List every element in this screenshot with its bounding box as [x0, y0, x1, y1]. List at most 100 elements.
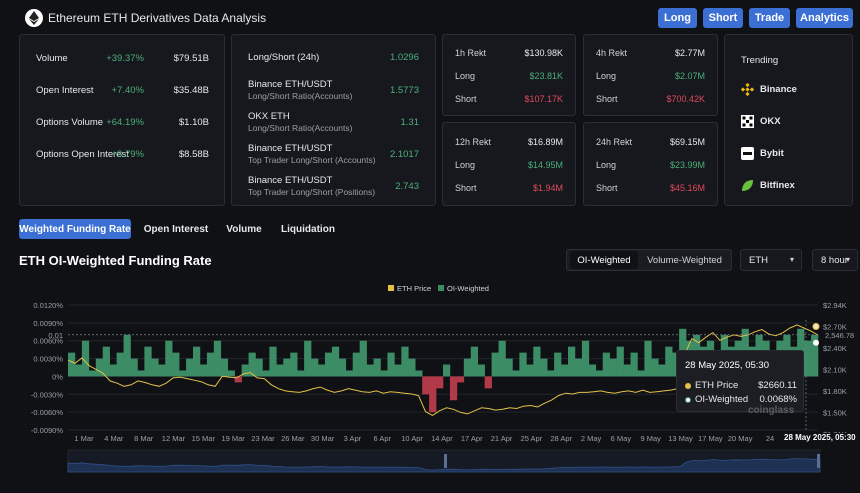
- rekt-short-value: $45.16M: [669, 183, 705, 193]
- rekt-period: 12h Rekt: [455, 137, 492, 147]
- funding-rate-bar: [449, 376, 458, 401]
- x-axis-tick: 21 Apr: [491, 434, 513, 443]
- funding-rate-bar: [193, 346, 201, 377]
- ethereum-logo-icon: [25, 9, 43, 27]
- long-short-value: 1.0296: [389, 52, 419, 63]
- tooltip-price-row: ETH Price $2660.11: [685, 380, 797, 392]
- summary-value: $35.48B: [173, 85, 209, 96]
- x-axis-tick: 6 Apr: [374, 434, 392, 443]
- rekt-card-1h: 1h Rekt $130.98K Long $23.81K Short $107.17…: [442, 34, 576, 116]
- navigator-handle-right: [817, 454, 820, 468]
- rate-marker: [813, 339, 819, 346]
- y-right-tick: $1.80K: [823, 387, 847, 396]
- rekt-long-label: Long: [596, 160, 617, 170]
- funding-rate-bar: [109, 364, 117, 377]
- funding-rate-bar: [547, 370, 555, 377]
- y-right-tick: $1.50K: [823, 409, 847, 418]
- weighting-toggle: OI-Weighted Volume-Weighted: [566, 249, 732, 271]
- tab-open-interest[interactable]: Open Interest: [143, 223, 209, 235]
- funding-rate-bar: [338, 358, 347, 377]
- long-short-item: OKX ETH Long/Short Ratio(Accounts) 1.31: [248, 111, 419, 137]
- y-right-tick: $2.70K: [823, 323, 847, 332]
- funding-rate-bar: [276, 364, 284, 377]
- trending-label: Binance: [760, 83, 797, 95]
- bitfinex-leaf-icon: [741, 179, 754, 192]
- y-right-tick: $2.40K: [823, 344, 847, 353]
- summary-label: Volume: [36, 53, 68, 64]
- long-short-value: 1.5773: [389, 85, 419, 96]
- rekt-short-value: $1.94M: [532, 183, 563, 193]
- long-short-title: Binance ETH/USDT: [248, 79, 333, 90]
- trending-card: Trending Binance OKX Bybit Bitfinex: [724, 34, 853, 206]
- trending-item-bybit[interactable]: Bybit: [741, 145, 784, 161]
- summary-change: +3.79%: [111, 149, 145, 160]
- long-button[interactable]: Long: [658, 8, 697, 28]
- y-left-tick: -0.0060%: [31, 408, 63, 417]
- funding-rate-bar: [595, 370, 604, 377]
- x-axis-tick: 17 Apr: [461, 434, 483, 443]
- trade-button[interactable]: Trade: [749, 8, 790, 28]
- funding-rate-bar: [373, 358, 381, 377]
- tab-volume[interactable]: Volume: [226, 223, 262, 235]
- tab-liquidation[interactable]: Liquidation: [281, 223, 335, 235]
- oi-weighted-toggle[interactable]: OI-Weighted: [570, 251, 638, 269]
- x-axis-tick: 2 May: [581, 434, 602, 443]
- x-axis-tick: 28 Apr: [550, 434, 572, 443]
- chart-tooltip: 28 May 2025, 05:30 ETH Price $2660.11 OI…: [676, 350, 804, 412]
- funding-rate-bar: [283, 358, 291, 377]
- long-short-item: Long/Short (24h) 1.0296: [248, 52, 419, 78]
- funding-rate-bar: [311, 358, 319, 377]
- interval-select-value: 8 hour: [821, 255, 848, 266]
- x-axis-tick: 9 May: [640, 434, 661, 443]
- analytics-button[interactable]: Analytics: [796, 8, 853, 28]
- funding-rate-bar: [151, 358, 159, 377]
- long-short-title: Binance ETH/USDT: [248, 143, 333, 154]
- x-axis-current-label: 28 May 2025, 05:30: [782, 433, 858, 442]
- long-short-subtitle: Long/Short Ratio(Accounts): [248, 123, 353, 133]
- trending-item-binance[interactable]: Binance: [741, 81, 797, 97]
- funding-rate-bar: [137, 370, 145, 377]
- funding-rate-chart[interactable]: ETH Price OI-Weighted 0.0120% 0.0090% 0.006…: [0, 280, 860, 493]
- tab-weighted-funding-rate[interactable]: Weighted Funding Rate: [19, 219, 131, 239]
- rekt-short-label: Short: [455, 94, 477, 104]
- funding-rate-bar: [415, 370, 423, 377]
- rekt-long-label: Long: [455, 160, 476, 170]
- tooltip-price-value: $2660.11: [758, 380, 797, 391]
- funding-rate-bar: [213, 340, 222, 377]
- x-axis-tick: 15 Mar: [192, 434, 216, 443]
- trending-item-okx[interactable]: OKX: [741, 113, 781, 129]
- long-short-value: 2.743: [395, 181, 419, 192]
- funding-rate-bar: [234, 376, 242, 383]
- funding-rate-bar: [811, 334, 819, 377]
- legend-rate-swatch: [438, 285, 444, 291]
- binance-icon: [741, 82, 754, 96]
- short-button[interactable]: Short: [703, 8, 743, 28]
- tooltip-rate-value: 0.0068%: [759, 394, 797, 405]
- funding-rate-bar: [165, 340, 173, 377]
- rekt-total: $2.77M: [674, 48, 705, 58]
- funding-rate-bar: [554, 352, 562, 377]
- trending-heading: Trending: [741, 55, 779, 66]
- volume-weighted-toggle[interactable]: Volume-Weighted: [647, 254, 722, 266]
- summary-row: Options Volume +64.19% $1.10B: [20, 117, 224, 133]
- funding-rate-bar: [394, 364, 402, 377]
- funding-rate-bar: [484, 376, 492, 389]
- navigator-handle-left: [444, 454, 447, 468]
- current-price-label: 2,546.78: [825, 331, 854, 340]
- funding-rate-bar: [304, 340, 312, 377]
- navigator-area: [67, 458, 821, 473]
- funding-rate-bar: [477, 364, 485, 377]
- long-short-card: Long/Short (24h) 1.0296 Binance ETH/USDT…: [231, 34, 436, 206]
- tooltip-price-label: ETH Price: [695, 380, 739, 391]
- y-left-tick: 0%: [52, 372, 63, 381]
- coin-select[interactable]: ETH ▾: [740, 249, 802, 271]
- rekt-long-value: $2.07M: [674, 71, 705, 81]
- y-left-tick: 0.0060%: [33, 337, 63, 346]
- funding-rate-bar: [616, 346, 624, 377]
- x-axis-tick: 6 May: [611, 434, 632, 443]
- trending-item-bitfinex[interactable]: Bitfinex: [741, 177, 795, 193]
- interval-select[interactable]: 8 hour ▾: [812, 249, 858, 271]
- bybit-icon: [741, 146, 754, 160]
- x-axis-tick: 12 Mar: [162, 434, 186, 443]
- funding-rate-bar: [540, 358, 548, 377]
